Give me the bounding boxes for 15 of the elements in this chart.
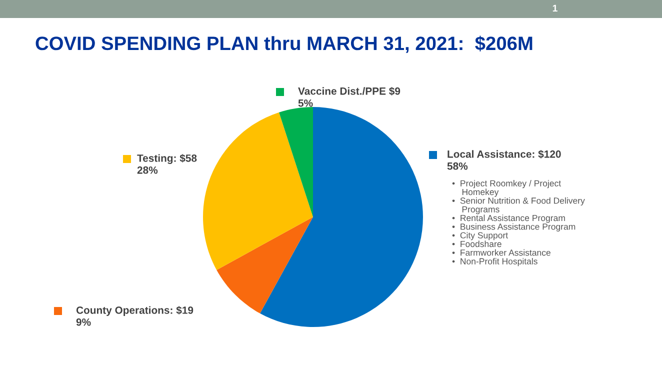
- text: 1: [552, 4, 558, 12]
- data-label: 9%: [76, 318, 91, 326]
- legend-label: Testing: $58: [137, 154, 197, 164]
- pie-slice: [203, 112, 313, 270]
- text: • Project Roomkey / Project Homekey • Senior Nutrition & Food Delivery Programs • Rental Assistance Program • Business Assistance Program • City Support • Foodshare • Farmworker Assistance • Non-Profit Hospitals: [452, 180, 585, 266]
- pie-slice: [260, 107, 423, 327]
- legend-label: Vaccine Dist./PPE $9: [298, 86, 400, 96]
- pie-slice: [279, 107, 313, 217]
- legend-label: County Operations: $19: [76, 306, 194, 316]
- data-label: 58%: [447, 162, 468, 170]
- legend-label: Local Assistance: $120: [448, 150, 561, 158]
- chart-title: COVID SPENDING PLAN thru MARCH 31, 2021: $206M: [36, 36, 532, 53]
- data-label: 28%: [137, 166, 158, 174]
- data-label: 5%: [298, 99, 313, 107]
- pie-slice: [216, 217, 313, 314]
